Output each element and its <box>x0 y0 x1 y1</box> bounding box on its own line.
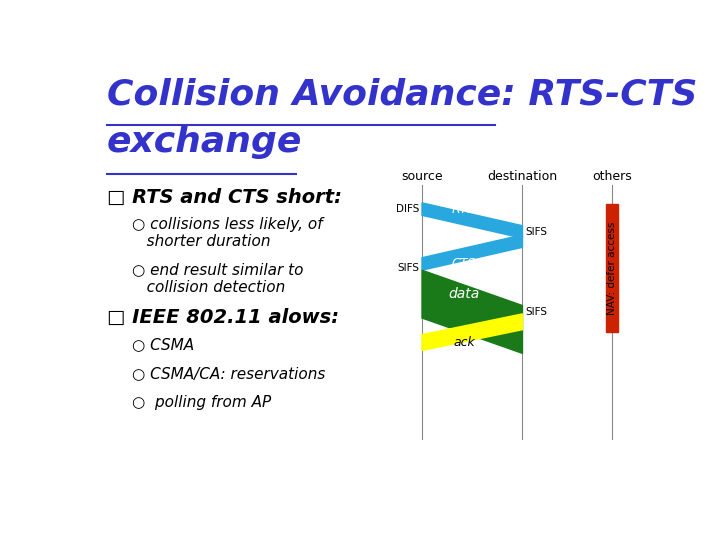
Text: ○ CSMA/CA: reservations: ○ CSMA/CA: reservations <box>132 366 325 381</box>
Polygon shape <box>422 314 523 350</box>
Text: SIFS: SIFS <box>526 227 547 237</box>
Polygon shape <box>422 270 523 353</box>
Text: ○ CSMA: ○ CSMA <box>132 337 194 352</box>
Text: Collision Avoidance: RTS-CTS: Collision Avoidance: RTS-CTS <box>107 77 697 111</box>
Text: data: data <box>449 287 480 301</box>
Text: SIFS: SIFS <box>526 307 547 317</box>
Text: ack: ack <box>453 336 474 349</box>
Polygon shape <box>422 235 523 270</box>
Text: SIFS: SIFS <box>397 263 419 273</box>
Text: others: others <box>592 170 631 183</box>
Bar <box>606 204 618 332</box>
Text: destination: destination <box>487 170 557 183</box>
Text: ○ end result similar to
   collision detection: ○ end result similar to collision detect… <box>132 262 303 295</box>
Polygon shape <box>422 203 523 238</box>
Text: exchange: exchange <box>107 125 302 159</box>
Text: source: source <box>401 170 443 183</box>
Text: NAV: defer access: NAV: defer access <box>607 221 617 315</box>
Text: ○  polling from AP: ○ polling from AP <box>132 395 271 410</box>
Text: □ IEEE 802.11 alows:: □ IEEE 802.11 alows: <box>107 308 338 327</box>
Text: □ RTS and CTS short:: □ RTS and CTS short: <box>107 187 341 206</box>
Text: DIFS: DIFS <box>396 204 419 214</box>
Text: CTS: CTS <box>451 258 476 271</box>
Text: RTS: RTS <box>451 202 476 215</box>
Text: ○ collisions less likely, of
   shorter duration: ○ collisions less likely, of shorter dur… <box>132 217 323 249</box>
